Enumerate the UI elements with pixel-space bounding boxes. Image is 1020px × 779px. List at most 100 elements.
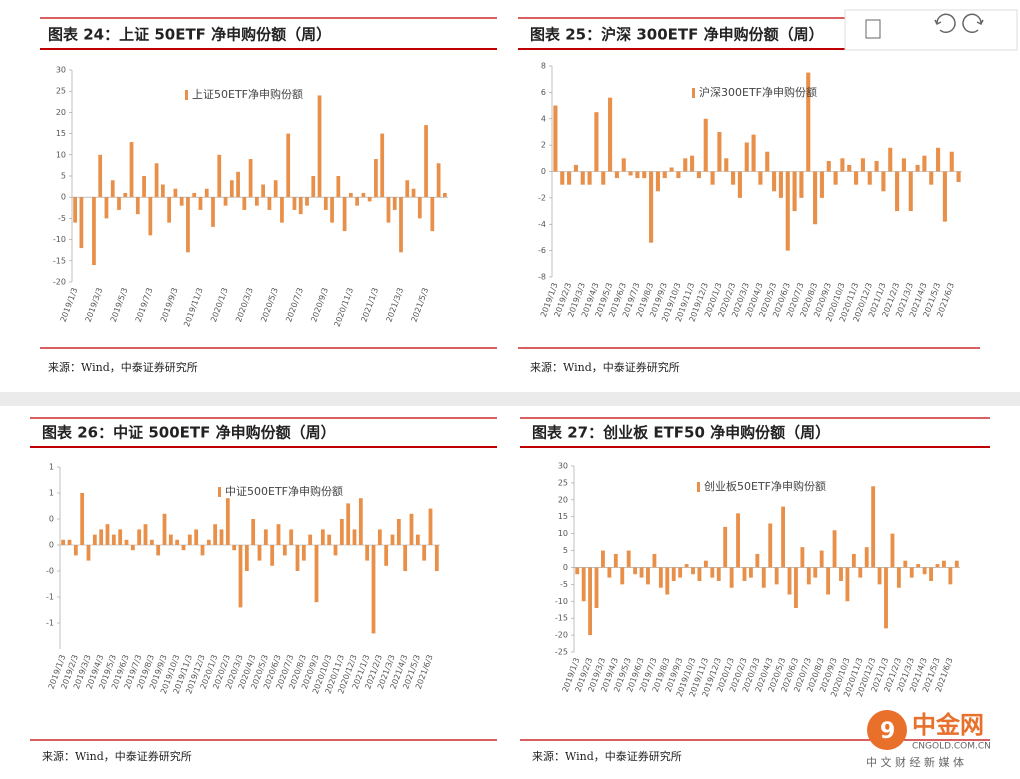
y-tick-label: -0 — [46, 567, 54, 576]
bar — [92, 534, 97, 545]
bar — [276, 524, 281, 545]
y-tick-label: 0 — [49, 515, 54, 524]
x-tick-label: 2019/11/3 — [182, 286, 204, 328]
x-tick-label: 2020/9/3 — [309, 286, 330, 323]
bar — [909, 567, 914, 578]
legend-swatch — [185, 90, 188, 100]
x-tick-label: 2019/5/3 — [109, 286, 130, 323]
y-tick-label: 20 — [558, 495, 568, 504]
watermark-logo — [867, 710, 907, 750]
bar — [390, 534, 395, 545]
bar — [690, 155, 695, 172]
bar — [696, 171, 701, 179]
bar — [710, 567, 715, 578]
bar — [422, 545, 427, 561]
bar — [553, 105, 558, 172]
bar — [137, 529, 142, 545]
y-tick-label: -1 — [46, 619, 54, 628]
bar — [806, 72, 811, 172]
bar — [436, 163, 441, 198]
bar — [608, 97, 613, 172]
y-tick-label: 0 — [541, 167, 546, 176]
bar — [175, 539, 180, 545]
bar — [98, 154, 103, 198]
y-tick-label: 4 — [541, 114, 546, 123]
bar — [380, 133, 385, 198]
bar — [282, 545, 287, 556]
bar — [601, 550, 605, 568]
bar — [206, 539, 211, 545]
bar — [877, 567, 882, 585]
x-tick-label: 2020/5/3 — [259, 286, 280, 323]
undo-icon[interactable] — [934, 13, 956, 34]
bar — [765, 151, 770, 172]
bar — [267, 197, 272, 210]
bar — [295, 545, 300, 571]
bar — [225, 498, 230, 545]
bar — [374, 159, 378, 198]
bar — [308, 534, 313, 545]
bar — [336, 176, 341, 198]
bar — [251, 519, 256, 545]
bar — [832, 530, 837, 568]
bar — [758, 171, 763, 185]
chart-panel: 图表 25：沪深 300ETF 净申购份额（周） 来源：Wind，中泰证券研究所 8… — [518, 17, 980, 374]
bar — [942, 171, 947, 222]
bar — [223, 197, 228, 206]
bar — [652, 553, 657, 568]
chart-title: 图表 27：创业板 ETF50 净申购份额（周） — [532, 424, 830, 442]
bar — [123, 192, 128, 198]
bar — [409, 513, 414, 545]
y-tick-label: -15 — [53, 256, 66, 265]
y-tick-label: -15 — [555, 614, 568, 623]
bar — [434, 545, 439, 571]
y-tick-label: -20 — [53, 278, 66, 287]
bar — [104, 197, 109, 219]
bar — [847, 164, 852, 172]
y-tick-label: 2 — [541, 141, 546, 150]
bar — [330, 197, 334, 223]
bar — [716, 567, 721, 581]
bar — [819, 550, 824, 568]
y-tick-label: 5 — [563, 546, 568, 555]
chart-panel: 图表 27：创业板 ETF50 净申购份额（周） 来源：Wind，中泰证券研究所 3… — [520, 417, 990, 763]
bar — [110, 180, 115, 198]
bar — [840, 158, 845, 172]
bar — [217, 154, 222, 198]
bar — [403, 545, 408, 571]
bar — [80, 493, 85, 545]
watermark-slogan: 中 文 财 经 新 媒 体 — [866, 755, 964, 769]
bar — [254, 197, 259, 206]
source-note: 来源：Wind，中泰证券研究所 — [532, 749, 682, 763]
y-tick-label: -1 — [46, 593, 54, 602]
bar — [301, 545, 306, 561]
redo-icon[interactable] — [962, 13, 984, 34]
bar — [628, 171, 633, 176]
bar — [620, 567, 625, 585]
bar — [204, 188, 209, 198]
bar — [922, 155, 927, 172]
bar — [142, 176, 146, 198]
bar — [731, 171, 736, 185]
bar — [594, 112, 599, 172]
copy-icon[interactable] — [865, 19, 881, 39]
bar — [884, 567, 888, 629]
bar — [213, 524, 218, 545]
y-tick-label: -6 — [538, 246, 546, 255]
source-note: 来源：Wind，中泰证券研究所 — [42, 749, 192, 763]
bar — [916, 564, 921, 568]
legend-swatch — [218, 487, 221, 497]
bar — [124, 539, 129, 545]
bar — [92, 197, 96, 266]
bar — [601, 171, 606, 185]
bar — [219, 529, 224, 545]
bar — [778, 171, 783, 198]
bar — [881, 171, 886, 192]
bar — [614, 171, 619, 179]
bar — [826, 160, 831, 172]
bar — [311, 176, 316, 198]
bar — [658, 567, 663, 588]
bar — [890, 533, 895, 568]
bar — [671, 567, 676, 581]
y-tick-label: -5 — [560, 580, 568, 589]
